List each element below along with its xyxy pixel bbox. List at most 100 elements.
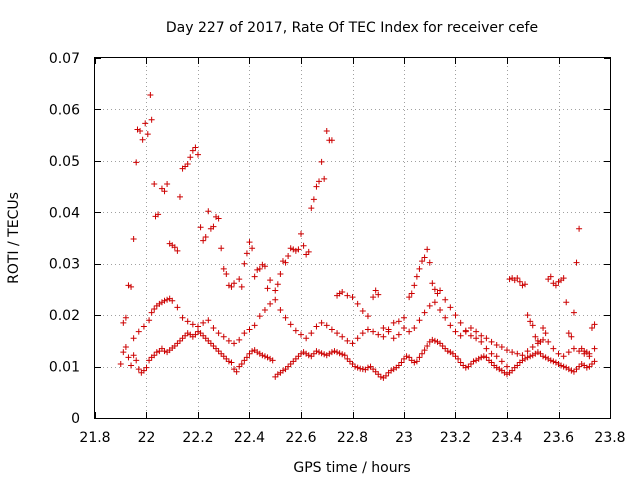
data-point	[161, 348, 168, 355]
data-point	[555, 350, 562, 357]
data-point	[576, 348, 583, 355]
data-point	[426, 259, 433, 266]
data-point	[305, 352, 312, 359]
data-point	[431, 286, 438, 293]
data-point	[421, 254, 428, 261]
data-point	[287, 321, 294, 328]
data-point	[359, 330, 366, 337]
data-point	[189, 147, 196, 154]
data-point	[316, 178, 323, 185]
data-point	[406, 354, 413, 361]
data-point	[437, 340, 444, 347]
data-point	[493, 341, 500, 348]
data-point	[155, 211, 162, 218]
data-point	[202, 233, 209, 240]
data-point	[573, 259, 580, 266]
data-point	[478, 332, 485, 339]
data-point	[406, 328, 413, 335]
data-point	[488, 338, 495, 345]
data-point	[522, 281, 529, 288]
data-point	[591, 358, 598, 365]
y-tick-label: 0.02	[49, 308, 80, 324]
data-point	[570, 309, 577, 316]
data-point	[130, 335, 137, 342]
data-point	[139, 136, 146, 143]
data-point	[243, 354, 250, 361]
data-point	[560, 353, 567, 360]
data-point	[192, 331, 199, 338]
data-point	[344, 337, 351, 344]
data-point	[547, 273, 554, 280]
data-point	[272, 296, 279, 303]
data-point	[416, 265, 423, 272]
data-point	[370, 294, 377, 301]
data-point	[128, 283, 135, 290]
data-point	[122, 314, 129, 321]
data-point	[364, 326, 371, 333]
data-point	[269, 357, 276, 364]
data-point	[210, 325, 217, 331]
data-point	[516, 278, 523, 285]
data-point	[254, 266, 261, 273]
data-point	[256, 313, 263, 320]
data-point	[334, 330, 341, 337]
data-point	[529, 322, 536, 329]
data-point	[586, 363, 593, 370]
data-point	[261, 353, 268, 360]
data-point	[372, 368, 379, 375]
x-tick-label: 23	[395, 430, 413, 446]
data-point	[344, 292, 351, 299]
data-point	[527, 318, 534, 325]
data-point	[195, 323, 201, 330]
data-point	[550, 358, 557, 365]
data-point	[241, 357, 248, 364]
data-point	[429, 280, 436, 287]
data-point	[176, 193, 183, 200]
data-point	[169, 297, 176, 304]
y-tick-label: 0.07	[49, 51, 80, 67]
data-point	[524, 354, 531, 361]
data-point	[285, 363, 292, 370]
data-point	[578, 345, 585, 352]
data-point	[352, 363, 359, 370]
data-point	[303, 251, 310, 258]
y-tick-labels: 0 0.01 0.02 0.03 0.04 0.05 0.06 0.07	[49, 51, 80, 427]
data-point	[251, 322, 258, 329]
data-point	[349, 340, 356, 347]
data-point	[390, 335, 397, 342]
data-point	[120, 319, 127, 326]
data-point	[318, 158, 325, 165]
data-point	[292, 355, 299, 362]
data-point	[310, 350, 317, 357]
data-point	[411, 325, 418, 331]
data-point	[328, 326, 335, 333]
data-point	[426, 302, 433, 309]
data-point	[179, 335, 186, 342]
grid-lines	[95, 58, 610, 418]
data-point	[295, 353, 302, 360]
data-point	[447, 304, 454, 311]
data-point	[413, 273, 420, 280]
data-point	[411, 359, 418, 366]
data-point	[452, 312, 459, 319]
data-point	[408, 290, 415, 297]
data-point	[174, 340, 181, 347]
data-point	[385, 326, 392, 333]
data-point	[457, 319, 464, 326]
data-point	[540, 325, 547, 331]
data-point	[367, 363, 374, 370]
data-point	[473, 335, 480, 342]
data-point	[308, 330, 315, 337]
chart-title: Day 227 of 2017, Rate Of TEC Index for r…	[166, 20, 538, 36]
data-point	[236, 276, 243, 283]
data-point	[349, 294, 356, 301]
data-point	[308, 205, 315, 212]
data-point	[439, 343, 446, 349]
data-point	[457, 332, 464, 339]
data-point	[493, 353, 500, 360]
data-point	[233, 368, 240, 375]
data-point	[467, 332, 474, 339]
data-point	[205, 208, 212, 215]
data-point	[231, 366, 238, 373]
data-point	[147, 92, 154, 99]
